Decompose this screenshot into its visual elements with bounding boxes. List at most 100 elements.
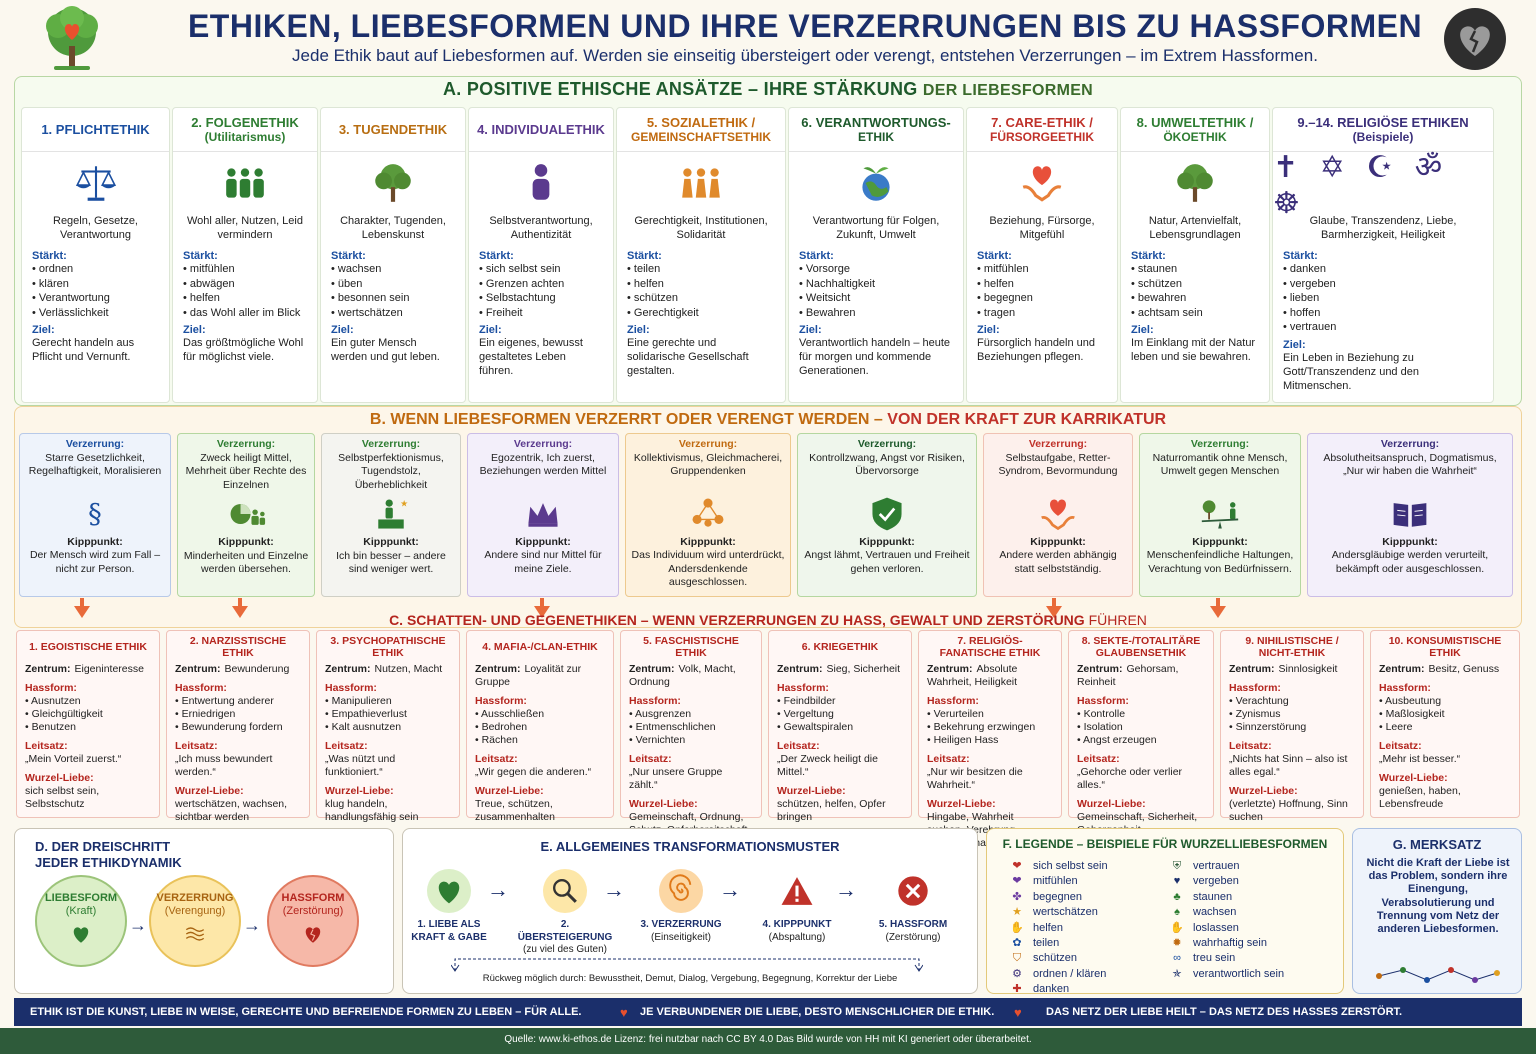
strengthens-label: Stärkt: <box>479 250 514 262</box>
goal-label: Ziel: <box>183 324 206 336</box>
gift-icon: ✚ <box>1012 983 1022 996</box>
distortion-label: Verzerrung: <box>361 438 421 450</box>
tipping-text: Andere sind nur Mittel für meine Ziele. <box>484 549 602 575</box>
step-sub: (Abspaltung) <box>768 931 826 943</box>
shadow-ethics-title: 10. KONSUMISTISCHE ETHIK <box>1388 635 1502 659</box>
hate-label: Hassform: <box>1229 682 1281 694</box>
motto-label: Leitsatz: <box>1077 753 1120 765</box>
root-love-label: Wurzel-Liebe: <box>1077 798 1146 810</box>
list-item: Vergeltung <box>777 708 903 721</box>
tipping-text: Menschenfeindliche Haltungen, Verachtung… <box>1146 549 1294 575</box>
shadow-ethics-title: 2. NARZISSTISCHE ETHIK <box>189 635 287 659</box>
heart-blue-icon: ♥ <box>1173 875 1181 888</box>
distortion-text: Egozentrik, Ich zuerst, Beziehungen werd… <box>479 451 607 478</box>
motto-text: „Ich muss bewundert werden.“ <box>175 753 273 778</box>
legend-item: ∞ treu sein <box>1167 951 1284 966</box>
center-row: Zentrum: Sinnlosigkeit <box>1229 663 1355 676</box>
ethics-column-title: 8. UMWELTETHIK / ÖKOETHIK <box>1121 108 1269 152</box>
tipping-label: Kipppunkt: <box>67 535 123 548</box>
center-row: Zentrum: Eigeninteresse <box>25 663 151 676</box>
root-love-text: sich selbst sein, Selbstschutz <box>25 785 100 810</box>
root-love-label: Wurzel-Liebe: <box>475 785 544 797</box>
ethics-title: 8. UMWELTETHIK / <box>1136 114 1254 130</box>
list-item: teilen <box>627 262 785 277</box>
goal-text: Fürsorglich handeln und Beziehungen pfle… <box>977 337 1096 363</box>
list-item: Kalt ausnutzen <box>325 721 451 734</box>
list-item: danken <box>1283 262 1493 277</box>
list-item: Erniedrigen <box>175 708 301 721</box>
root-love-text: klug handeln, handlungsfähig sein <box>325 798 419 823</box>
list-item: Bedrohen <box>475 721 605 734</box>
ethics-column: 6. VERANTWORTUNGS- ETHIK Verantwortung für… <box>788 107 964 403</box>
ethics-description: Natur, Artenvielfalt, Lebensgrundlagen <box>1148 215 1242 241</box>
legend-label: mitfühlen <box>1033 875 1078 888</box>
page-title: ETHIKEN, LIEBESFORMEN UND IHRE VERZERRUN… <box>187 8 1423 44</box>
tree-heart-logo-icon <box>46 6 98 70</box>
link-icon: ∞ <box>1173 952 1181 965</box>
distortion-card: Verzerrung: Kontrollzwang, Angst vor Risi… <box>797 433 977 597</box>
ethics-description: Selbstverantwortung, Authentizität <box>489 215 593 241</box>
ethics-subtitle: GEMEINSCHAFTSETHIK <box>630 129 771 144</box>
arrow-down-icon <box>232 606 248 618</box>
legend-label: wachsen <box>1193 906 1237 919</box>
header: ETHIKEN, LIEBESFORMEN UND IHRE VERZERRUN… <box>0 0 1536 76</box>
list-item: Bekehrung erzwingen <box>927 721 1053 734</box>
distortion-label: Verzerrung: <box>65 438 125 450</box>
center-label: Zentrum: <box>629 663 675 675</box>
step-title: 2. ÜBERSTEIGERUNG <box>517 919 613 943</box>
globe-icon <box>789 152 963 214</box>
shadow-ethics-card: 4. MAFIA-/CLAN-ETHIK Zentrum: Loyalität zu… <box>466 630 614 823</box>
gear-icon: ⚙ <box>1012 967 1022 980</box>
shadow-ethics-title: 6. KRIEGETHIK <box>801 641 879 653</box>
ethics-column: 5. SOZIALETHIK / GEMEINSCHAFTSETHIK Gerech… <box>616 107 786 403</box>
hate-list: VerurteilenBekehrung erzwingenHeiligen H… <box>927 708 1053 747</box>
root-love-label: Wurzel-Liebe: <box>325 785 394 797</box>
list-item: helfen <box>183 291 317 306</box>
shield-icon: ⛉ <box>1012 952 1022 965</box>
ethics-title: 3. TUGENDETHIK <box>338 122 448 137</box>
motto-text: „Wir gegen die anderen.“ <box>475 766 592 778</box>
strengthens-label: Stärkt: <box>1283 250 1318 262</box>
people-icon: ✤ <box>1012 890 1022 903</box>
center-row: Zentrum: Volk, Macht, Ordnung <box>629 663 753 689</box>
list-item: mitfühlen <box>977 262 1117 277</box>
root-love-label: Wurzel-Liebe: <box>1229 785 1298 797</box>
arrow-down-icon <box>1052 598 1056 606</box>
legend-item: ❤ sich selbst sein <box>1007 859 1107 874</box>
center-value: Bewunderung <box>224 663 290 675</box>
center-label: Zentrum: <box>1229 663 1275 675</box>
list-item: Ausbeutung <box>1379 695 1511 708</box>
hate-list: AusgrenzenEntmenschlichenVernichten <box>629 708 753 747</box>
tipping-label: Kipppunkt: <box>859 535 915 548</box>
arrow-right-icon: → <box>243 915 261 935</box>
tipping-label: Kipppunkt: <box>1382 535 1438 548</box>
list-item: Benutzen <box>25 721 151 734</box>
legend-label: ordnen / klären <box>1033 967 1107 980</box>
root-love-label: Wurzel-Liebe: <box>927 798 996 810</box>
list-item: Nachhaltigkeit <box>799 277 963 292</box>
list-item: Bewahren <box>799 306 963 321</box>
tipping-label: Kipppunkt: <box>218 536 274 548</box>
broken-heart-logo-icon <box>1444 8 1506 70</box>
list-item: wertschätzen <box>331 306 465 321</box>
center-value: Besitz, Genuss <box>1428 663 1500 675</box>
section-d-title: D. DER DREISCHRITT JEDER ETHIKDYNAMIK <box>35 839 182 871</box>
distortion-label: Verzerrung: <box>678 438 738 450</box>
distortion-card: Verzerrung: Egozentrik, Ich zuerst, Bezie… <box>467 433 619 597</box>
step-sub: (Zerstörung) <box>282 905 344 917</box>
ethics-title: 7. CARE-ETHIK / <box>991 114 1093 130</box>
ethics-subtitle: FÜRSORGEETHIK <box>989 129 1094 144</box>
ethics-column-title: 1. PFLICHTETHIK <box>22 108 169 152</box>
list-item: ordnen <box>32 262 169 277</box>
goal-text: Das größtmögliche Wohl für möglichst vie… <box>183 337 304 363</box>
arrow-down-icon <box>74 606 90 618</box>
shadow-ethics-card: 3. PSYCHOPATHISCHE ETHIK Zentrum: Nutzen, … <box>316 630 460 823</box>
step-name: HASSFORM <box>281 892 345 904</box>
ethics-subtitle: ETHIK <box>858 129 894 144</box>
shadow-ethics-card: 2. NARZISSTISCHE ETHIK Zentrum: Bewunderun… <box>166 630 310 823</box>
legend-item: ❤ mitfühlen <box>1007 874 1108 889</box>
warning-icon <box>775 869 819 913</box>
motto-label: Leitsatz: <box>175 740 218 752</box>
shadow-ethics-title: 7. RELIGIÖS-FANATISCHE ETHIK <box>939 635 1041 659</box>
list-item: Ausnutzen <box>25 695 151 708</box>
